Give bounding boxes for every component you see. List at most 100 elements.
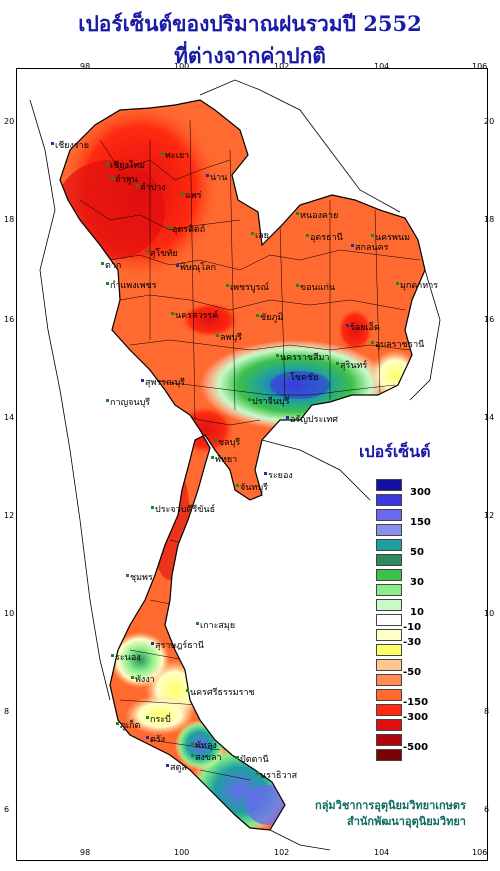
station-marker	[286, 374, 289, 377]
station-marker	[131, 676, 134, 679]
y-tick-label: 10	[484, 609, 495, 618]
station-marker	[191, 754, 194, 757]
station-marker	[111, 176, 114, 179]
legend-swatch	[376, 569, 402, 581]
province-label: นครสวรรค์	[175, 309, 218, 321]
legend-swatch	[376, 704, 402, 716]
station-marker	[151, 642, 154, 645]
station-marker	[146, 716, 149, 719]
province-label: อรัญประเทศ	[290, 415, 338, 425]
station-marker	[336, 362, 339, 365]
legend-swatch	[376, 494, 402, 506]
y-tick-label: 16	[4, 315, 15, 324]
province-label: กระบี่	[150, 712, 171, 725]
station-marker	[101, 262, 104, 265]
station-marker	[346, 324, 349, 327]
province-label: ปัตตานี	[240, 754, 269, 765]
legend-swatch	[376, 629, 402, 641]
y-tick-label: 8	[4, 707, 10, 716]
legend-label: -50	[403, 667, 422, 678]
province-label: สุราษฎร์ธานี	[155, 639, 204, 651]
legend-label: -500	[403, 742, 429, 753]
province-label: ชุมพร	[130, 573, 153, 583]
x-tick-label: 106	[472, 848, 488, 857]
legend-swatch	[376, 599, 402, 611]
x-tick-label: 102	[274, 848, 290, 857]
legend-label: -300	[403, 712, 429, 723]
station-marker	[186, 689, 189, 692]
neighbor-borders	[29, 79, 441, 851]
province-label: ตรัง	[150, 735, 165, 745]
station-marker	[286, 416, 289, 419]
legend-swatch	[376, 584, 402, 596]
station-marker	[191, 742, 194, 745]
station-marker	[106, 399, 109, 402]
station-marker	[151, 506, 154, 509]
legend-swatch	[376, 749, 402, 761]
province-label: กาญจนบุรี	[110, 397, 150, 408]
station-marker	[371, 341, 374, 344]
station-marker	[146, 250, 149, 253]
province-label: อุบลราชธานี	[375, 339, 424, 350]
legend-label: 150	[410, 517, 431, 528]
y-tick-label: 14	[484, 413, 495, 422]
province-label: อุตรดิตถ์	[172, 223, 205, 235]
legend-swatch	[376, 734, 402, 746]
legend-swatch	[376, 659, 402, 671]
station-marker	[248, 398, 251, 401]
station-marker	[296, 284, 299, 287]
legend-swatch	[376, 509, 402, 521]
province-label: ภูเก็ต	[120, 718, 140, 731]
station-marker	[396, 282, 399, 285]
station-marker	[256, 314, 259, 317]
station-marker	[166, 764, 169, 767]
legend-label: -10	[403, 622, 422, 633]
province-label: โชคชัย	[290, 372, 318, 383]
station-marker	[196, 622, 199, 625]
province-label: เลย	[255, 231, 269, 241]
province-label: เพชรบูรณ์	[230, 281, 269, 293]
province-label: เกาะสมุย	[200, 621, 235, 631]
province-label: จันทบุรี	[240, 482, 268, 493]
province-label: สงขลา	[195, 753, 222, 763]
legend-title: เปอร์เซ็นต์	[359, 442, 431, 461]
province-label: ขอนแก่น	[300, 283, 335, 293]
province-label: พัทยา	[215, 455, 237, 465]
province-label: สกลนคร	[355, 243, 389, 253]
station-marker	[126, 574, 129, 577]
station-marker	[181, 192, 184, 195]
province-label: ระนอง	[115, 653, 141, 663]
province-label: ปราจีนบุรี	[252, 396, 290, 407]
legend-swatch	[376, 719, 402, 731]
legend-label: -30	[403, 637, 422, 648]
station-marker	[216, 334, 219, 337]
legend-swatch	[376, 554, 402, 566]
province-label: สุพรรณบุรี	[145, 377, 185, 388]
province-label: กำแพงเพชร	[110, 280, 157, 291]
station-marker	[226, 284, 229, 287]
province-label: แพร่	[185, 191, 202, 201]
province-label: พิษณุโลก	[180, 262, 216, 273]
y-tick-label: 18	[4, 215, 15, 224]
y-tick-label: 10	[4, 609, 15, 618]
x-tick-label: 100	[174, 62, 190, 71]
station-marker	[236, 756, 239, 759]
map-title-line1: เปอร์เซ็นต์ของปริมาณฝนรวมปี 2552	[78, 11, 422, 36]
x-tick-label: 102	[274, 62, 290, 71]
y-tick-label: 16	[484, 315, 495, 324]
station-marker	[116, 722, 119, 725]
credit-line2: สำนักพัฒนาอุตุนิยมวิทยา	[347, 815, 466, 828]
province-label: นราธิวาส	[260, 770, 298, 781]
y-tick-label: 18	[484, 215, 495, 224]
legend-swatch	[376, 524, 402, 536]
legend-swatch	[376, 674, 402, 686]
station-marker	[256, 772, 259, 775]
station-marker	[141, 379, 144, 382]
legend-swatch	[376, 689, 402, 701]
province-label: เชียงราย	[55, 140, 89, 151]
y-tick-label: 20	[4, 117, 15, 126]
x-tick-label: 106	[472, 62, 488, 71]
station-marker	[136, 184, 139, 187]
station-marker	[214, 439, 217, 442]
